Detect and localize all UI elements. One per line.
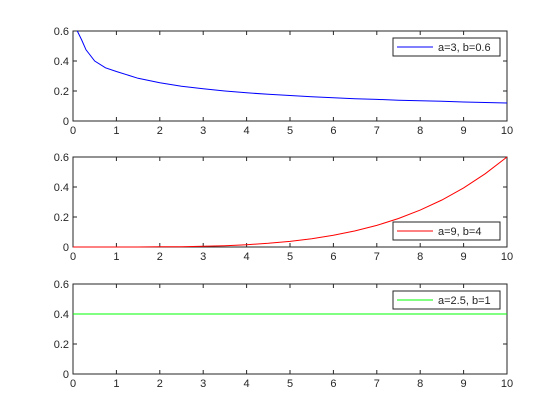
y-tick-label: 0.2 — [54, 86, 69, 98]
x-tick-label: 0 — [70, 378, 76, 390]
legend-box — [392, 221, 501, 241]
y-tick-label: 0.6 — [54, 279, 69, 291]
x-tick-label: 2 — [157, 251, 163, 263]
x-tick-label: 8 — [417, 378, 423, 390]
series-line — [73, 156, 508, 248]
y-tick-label: 0 — [63, 116, 69, 128]
y-tick-label: 0.6 — [54, 152, 69, 164]
y-tick-label: 0.2 — [54, 212, 69, 224]
legend-box — [392, 37, 501, 57]
x-tick-label: 10 — [501, 251, 513, 263]
x-tick-label: 7 — [374, 251, 380, 263]
y-tick-label: 0.6 — [54, 26, 69, 38]
x-tick-label: 0 — [70, 125, 76, 137]
x-tick-label: 0 — [70, 251, 76, 263]
y-tick-label: 0 — [63, 369, 69, 381]
x-tick-label: 6 — [330, 125, 336, 137]
x-tick-label: 4 — [244, 251, 250, 263]
legend: a=9, b=4 — [392, 221, 501, 241]
subplot-2: 0 1 2 3 4 5 6 7 8 9 10 0 0.2 0.4 0.6 a=9, b=4 — [54, 152, 513, 263]
x-tick-label: 3 — [200, 251, 206, 263]
x-tick-label: 9 — [461, 251, 467, 263]
x-tick-label: 3 — [200, 378, 206, 390]
subplot-3: 0 1 2 3 4 5 6 7 8 9 10 0 0.2 0.4 0.6 a=2.5, b=1 — [54, 279, 513, 390]
y-tick-label: 0.4 — [54, 56, 69, 68]
x-tick-label: 7 — [374, 125, 380, 137]
x-tick-label: 5 — [287, 378, 293, 390]
legend-label: a=9, b=4 — [438, 226, 481, 238]
x-tick-label: 10 — [501, 125, 513, 137]
x-tick-label: 6 — [330, 378, 336, 390]
x-tick-label: 5 — [287, 251, 293, 263]
legend: a=3, b=0.6 — [392, 37, 501, 57]
x-tick-label: 7 — [374, 378, 380, 390]
x-tick-label: 2 — [157, 378, 163, 390]
x-tick-label: 9 — [461, 125, 467, 137]
x-tick-label: 8 — [417, 125, 423, 137]
y-tick-label: 0.4 — [54, 309, 69, 321]
x-tick-label: 4 — [244, 378, 250, 390]
x-tick-label: 1 — [113, 125, 119, 137]
x-tick-label: 8 — [417, 251, 423, 263]
legend: a=2.5, b=1 — [392, 290, 501, 310]
legend-label: a=3, b=0.6 — [438, 42, 491, 54]
x-tick-label: 10 — [501, 378, 513, 390]
y-tick-label: 0 — [63, 242, 69, 254]
x-tick-label: 1 — [113, 378, 119, 390]
series-line — [76, 30, 508, 104]
x-tick-label: 9 — [461, 378, 467, 390]
legend-box — [392, 290, 501, 310]
x-tick-label: 6 — [330, 251, 336, 263]
x-tick-label: 4 — [244, 125, 250, 137]
x-tick-label: 1 — [113, 251, 119, 263]
y-tick-label: 0.2 — [54, 339, 69, 351]
x-tick-label: 2 — [157, 125, 163, 137]
x-tick-label: 3 — [200, 125, 206, 137]
legend-label: a=2.5, b=1 — [438, 295, 491, 307]
subplot-1: 0 1 2 3 4 5 6 7 8 9 10 0 0.2 0.4 0.6 a=3, b=0.6 — [54, 26, 513, 137]
y-tick-label: 0.4 — [54, 182, 69, 194]
x-tick-label: 5 — [287, 125, 293, 137]
